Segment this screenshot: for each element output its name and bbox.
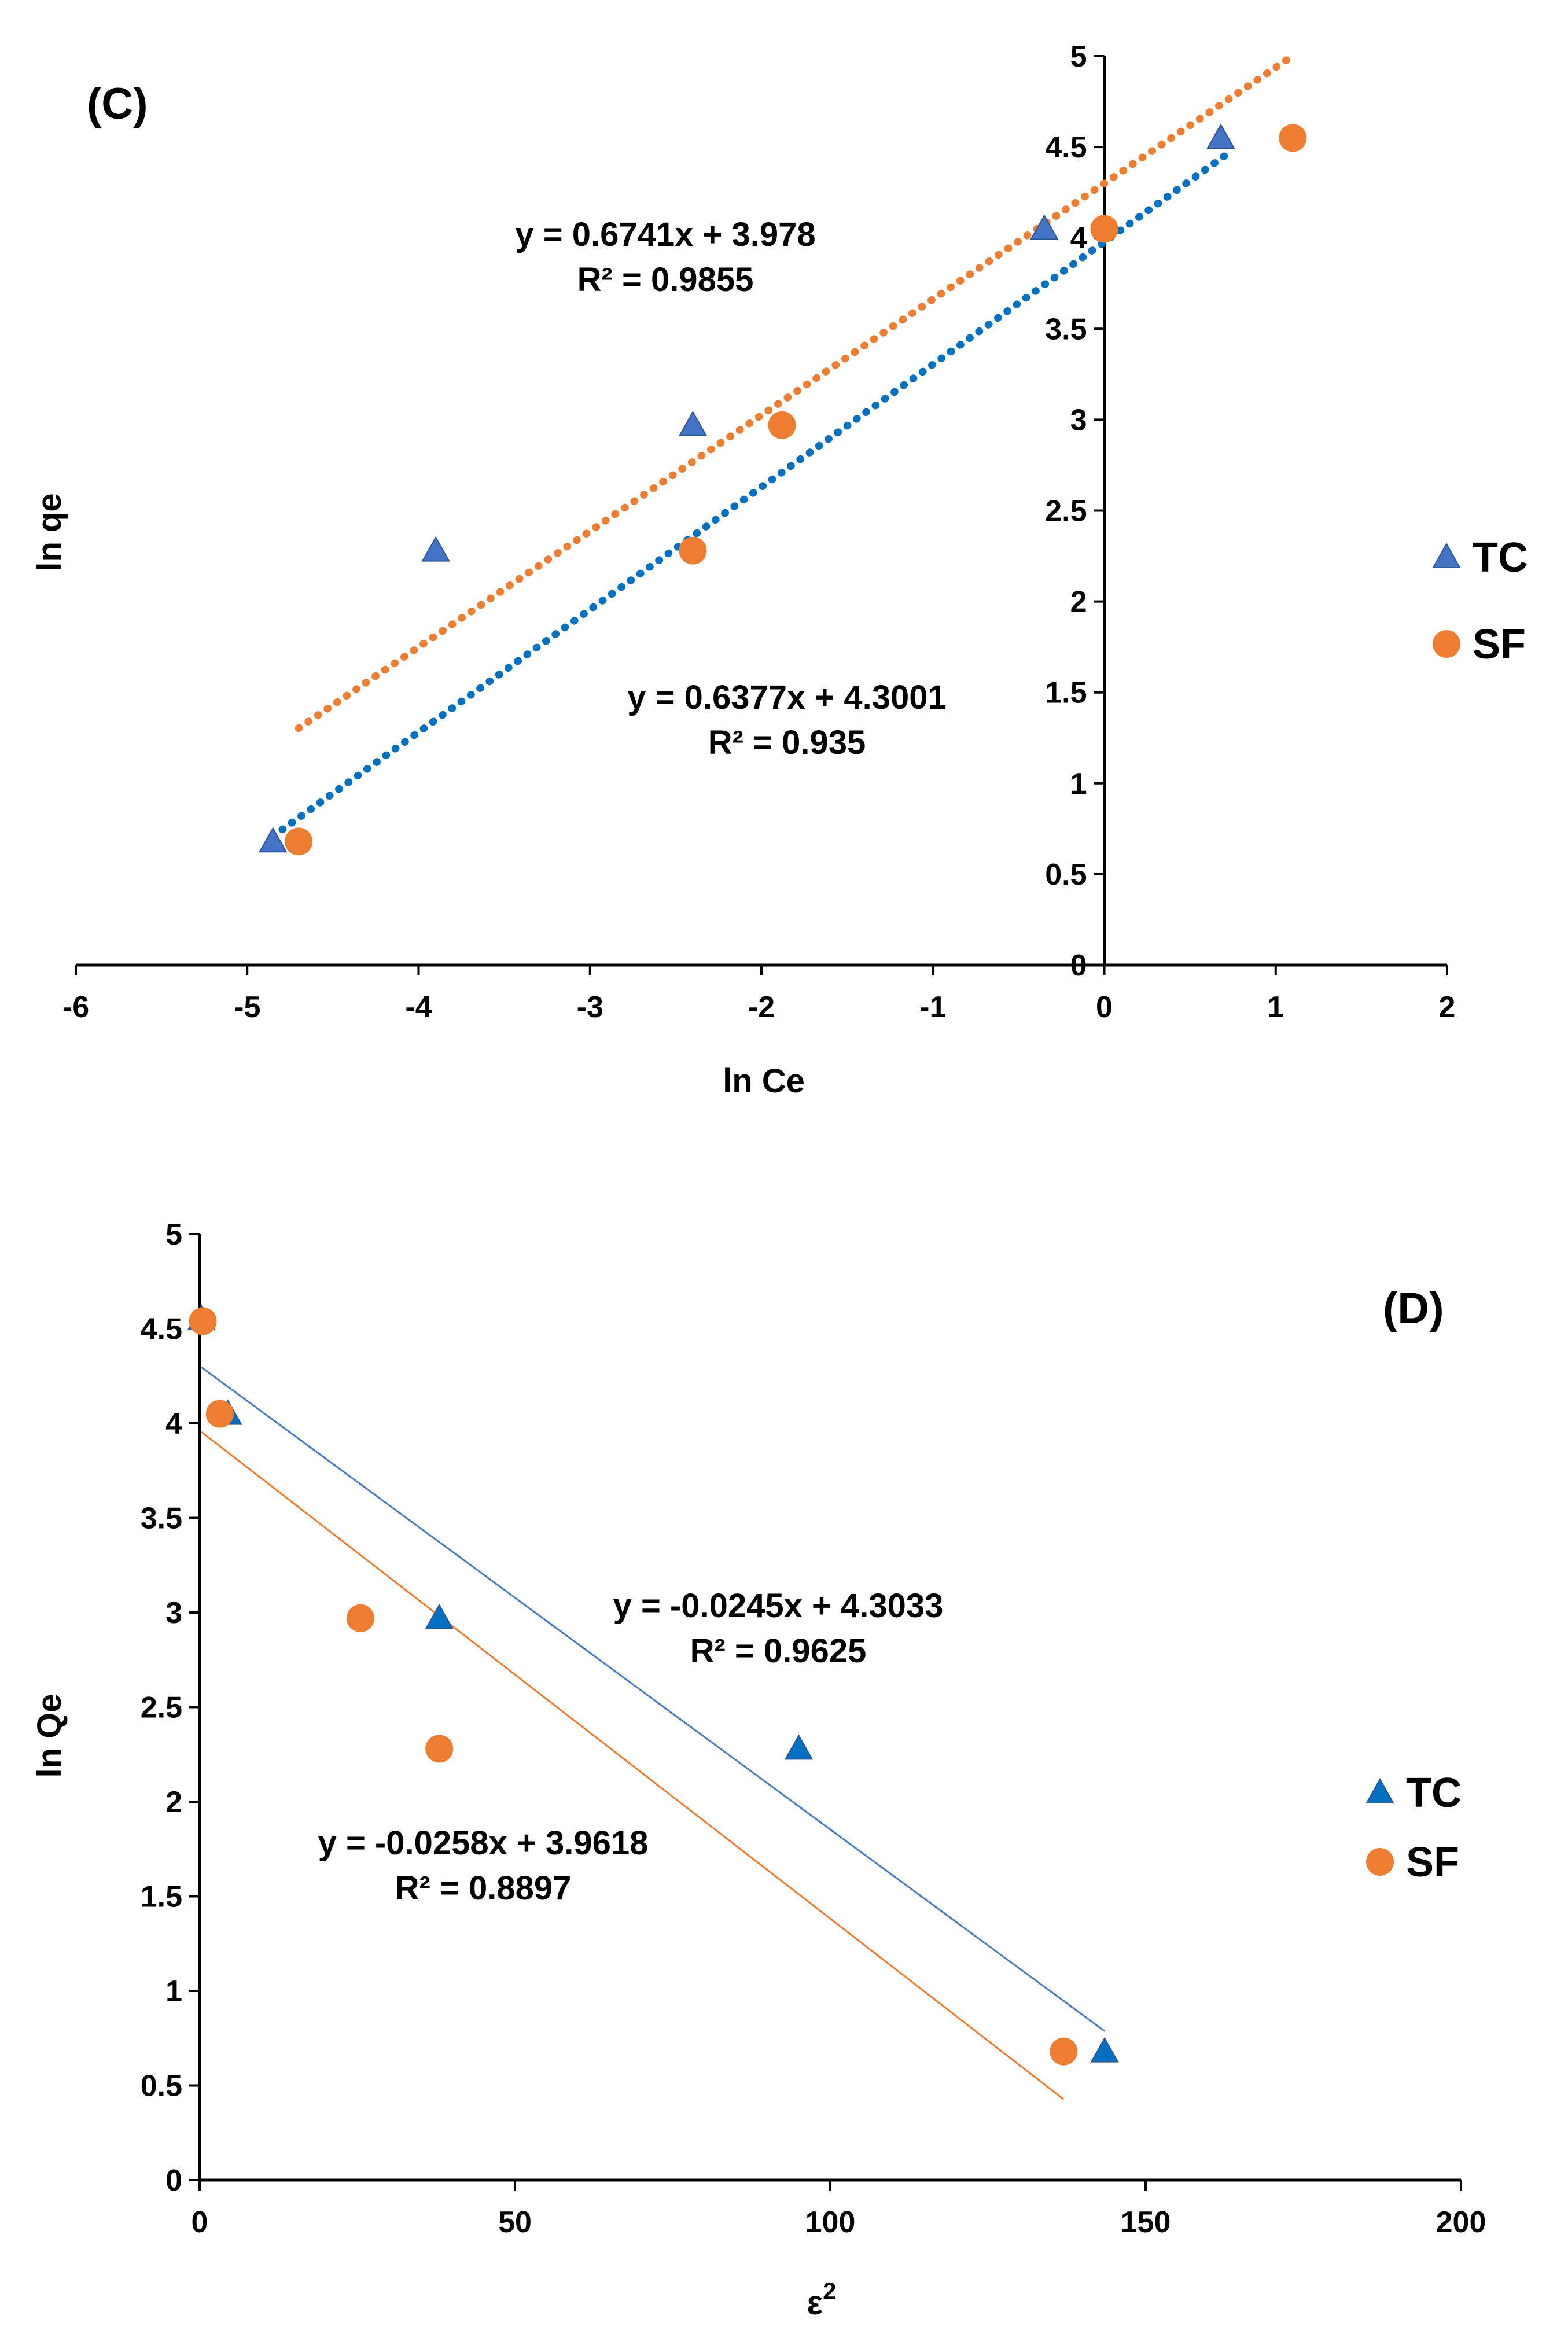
r2-tc-d: R² = 0.9625 xyxy=(690,1632,867,1670)
x-tick-label-c: 0 xyxy=(1096,991,1113,1024)
y-tick-label-d: 0 xyxy=(165,2164,182,2197)
x-tick-label-c: -5 xyxy=(234,991,260,1024)
data-point-tc-d xyxy=(1090,2037,1119,2063)
legend-label-tc-c: TC xyxy=(1473,535,1528,581)
y-tick-label-c: 2 xyxy=(1070,586,1087,619)
chart-panel-d: (D) ε2 ln Qe y = -0.0245x + 4.3033 R² = … xyxy=(0,1157,1568,2345)
x-tick-label-c: -1 xyxy=(919,991,946,1024)
y-tick-label-c: 2.5 xyxy=(1045,495,1087,528)
chart-panel-c: (C) ln Ce ln qe y = 0.6741x + 3.978 R² =… xyxy=(0,0,1568,1157)
legend-marker-sf-c xyxy=(1433,630,1460,658)
x-tick-label-c: -4 xyxy=(405,991,432,1024)
data-point-tc-d xyxy=(784,1734,814,1760)
y-tick-label-c: 4 xyxy=(1070,222,1087,255)
y-tick-label-c: 1 xyxy=(1070,767,1087,801)
x-tick-label-c: -3 xyxy=(577,991,603,1024)
y-tick-label-d: 2.5 xyxy=(141,1691,182,1725)
equation-tc-c: y = 0.6741x + 3.978 xyxy=(515,216,815,253)
r2-sf-d: R² = 0.8897 xyxy=(395,1869,572,1907)
x-axis-title-d-base: ε xyxy=(807,2284,823,2322)
legend-label-sf-d: SF xyxy=(1406,1839,1459,1886)
chart-c-svg: (C) ln Ce ln qe y = 0.6741x + 3.978 R² =… xyxy=(31,40,1528,1100)
equation-tc-d: y = -0.0245x + 4.3033 xyxy=(613,1587,944,1625)
data-point-sf-c xyxy=(285,827,313,856)
y-axis-title-d: ln Qe xyxy=(31,1694,68,1777)
data-point-sf-d xyxy=(205,1400,234,1428)
legend-marker-tc-d xyxy=(1365,1777,1394,1803)
x-tick-label-d: 100 xyxy=(805,2206,856,2239)
trendline-tc-c xyxy=(269,152,1228,840)
legend-label-sf-c: SF xyxy=(1473,621,1526,668)
x-axis-title-c: ln Ce xyxy=(723,1062,805,1100)
y-tick-label-d: 1.5 xyxy=(141,1880,182,1914)
data-point-sf-d xyxy=(425,1735,454,1763)
x-tick-label-d: 200 xyxy=(1436,2206,1486,2239)
data-point-sf-d xyxy=(189,1307,217,1335)
legend-label-tc-d: TC xyxy=(1406,1770,1462,1816)
y-tick-label-d: 0.5 xyxy=(141,2070,182,2103)
data-point-sf-c xyxy=(679,536,707,565)
y-tick-label-c: 5 xyxy=(1070,40,1087,73)
data-point-tc-c xyxy=(1030,214,1059,240)
data-point-sf-c xyxy=(1279,124,1307,152)
data-point-sf-c xyxy=(1090,215,1118,243)
data-point-sf-c xyxy=(768,411,796,439)
y-tick-label-c: 4.5 xyxy=(1045,131,1087,164)
y-tick-label-d: 4.5 xyxy=(141,1313,182,1346)
y-tick-label-c: 3.5 xyxy=(1045,312,1087,346)
y-tick-label-c: 1.5 xyxy=(1045,676,1087,710)
r2-sf-c: R² = 0.935 xyxy=(708,724,866,761)
data-point-tc-c xyxy=(421,536,450,562)
y-tick-label-d: 3 xyxy=(165,1596,182,1630)
data-point-tc-d xyxy=(425,1603,454,1629)
panel-label-d: (D) xyxy=(1383,1284,1444,1333)
y-tick-label-d: 1 xyxy=(165,1975,182,2008)
legend-marker-tc-c xyxy=(1432,542,1461,568)
x-tick-label-d: 150 xyxy=(1121,2206,1171,2239)
x-tick-label-c: 2 xyxy=(1439,991,1456,1024)
x-tick-label-c: -6 xyxy=(62,991,89,1024)
trendline-sf-c xyxy=(295,52,1297,732)
panel-label-c: (C) xyxy=(87,79,148,128)
x-axis-title-d: ε2 xyxy=(807,2277,837,2322)
x-tick-label-c: 1 xyxy=(1267,991,1284,1024)
r2-tc-c: R² = 0.9855 xyxy=(577,261,754,299)
trendline-tc-d xyxy=(201,1367,1106,2032)
y-tick-label-c: 0 xyxy=(1070,949,1087,982)
y-tick-label-c: 3 xyxy=(1070,403,1087,437)
chart-d-svg: (D) ε2 ln Qe y = -0.0245x + 4.3033 R² = … xyxy=(31,1218,1486,2322)
equation-sf-d: y = -0.0258x + 3.9618 xyxy=(318,1824,649,1862)
y-tick-label-d: 4 xyxy=(165,1407,182,1441)
y-axis-title-c: ln qe xyxy=(31,493,68,571)
data-point-tc-c xyxy=(258,827,288,853)
x-tick-label-d: 0 xyxy=(192,2206,208,2239)
y-tick-label-d: 5 xyxy=(165,1218,182,1251)
y-tick-label-c: 0.5 xyxy=(1045,858,1087,892)
x-tick-label-c: -2 xyxy=(748,991,775,1024)
data-point-tc-c xyxy=(1206,123,1235,149)
legend-marker-sf-d xyxy=(1366,1848,1394,1876)
y-tick-label-d: 2 xyxy=(165,1786,182,1819)
y-tick-label-d: 3.5 xyxy=(141,1502,182,1536)
data-point-sf-d xyxy=(1050,2037,1078,2066)
data-point-tc-c xyxy=(678,410,708,436)
data-point-sf-d xyxy=(346,1604,374,1632)
equation-sf-c: y = 0.6377x + 4.3001 xyxy=(627,679,947,716)
x-tick-label-d: 50 xyxy=(498,2206,532,2239)
x-axis-title-d-sup: 2 xyxy=(823,2277,836,2304)
trendline-sf-d xyxy=(201,1431,1065,2100)
